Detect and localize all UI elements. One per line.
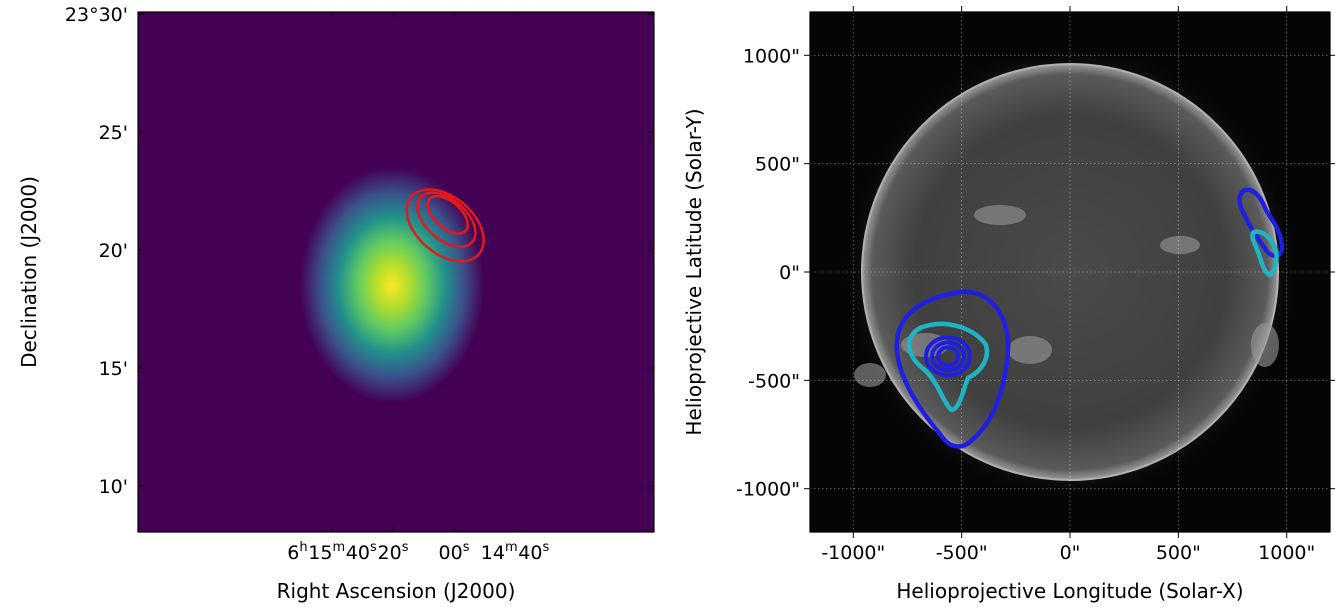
left-y-tick-label: 10' <box>99 476 128 498</box>
right-x-tick-label: -500" <box>936 542 988 564</box>
cyan-contour-se <box>906 321 990 413</box>
blue-contour-inner <box>929 340 966 373</box>
right-x-tick-label: 1000" <box>1258 542 1315 564</box>
left-y-tick-label: 15' <box>99 358 128 380</box>
right-y-tick-label: 1000" <box>743 45 800 67</box>
left-y-tick-label: 20' <box>99 240 128 262</box>
blue-contour-inner <box>923 335 972 378</box>
left-plot-frame <box>137 11 655 533</box>
blue-contour-outer <box>894 289 1011 449</box>
red-contour-level <box>416 191 477 248</box>
cyan-contour-limb <box>1250 229 1279 278</box>
right-x-axis-title: Helioprojective Longitude (Solar-X) <box>896 579 1243 603</box>
right-y-tick-label: -1000" <box>736 479 800 501</box>
source-blob <box>300 167 484 403</box>
right-x-tick-label: 0" <box>1060 542 1081 564</box>
left-x-tick-label: 6h 15m 40s <box>287 540 377 564</box>
sky-map-panel: 6h 15m 40s 20s 00s 14m 40s 23°30' 25' 20' 1… <box>17 4 655 603</box>
left-y-axis-title: Declination (J2000) <box>17 176 41 368</box>
red-contour-level <box>405 188 485 263</box>
right-x-tick-label: -1000" <box>821 542 885 564</box>
left-x-tick-label: 20s <box>378 540 409 564</box>
solar-disk <box>862 64 1278 480</box>
right-x-tick-label: 500" <box>1156 542 1201 564</box>
left-y-tick-label: 25' <box>99 122 128 144</box>
solar-limb <box>861 63 1279 481</box>
blue-contour-inner <box>935 345 960 368</box>
right-y-tick-label: 0" <box>779 262 800 284</box>
left-x-tick-label: 14m 40s <box>481 540 550 564</box>
blue-contours <box>894 187 1285 449</box>
right-y-tick-label: 500" <box>755 154 800 176</box>
red-contours <box>405 188 485 263</box>
solar-map-panel: -1000" -500" 0" 500" 1000" 1000" 500" 0" -500" -… <box>682 6 1335 603</box>
left-x-axis-title: Right Ascension (J2000) <box>277 579 516 603</box>
red-contour-level <box>426 194 469 235</box>
left-x-tick-label: 00s <box>439 540 470 564</box>
left-y-tick-label: 23°30' <box>65 4 128 26</box>
right-y-tick-label: -500" <box>748 370 800 392</box>
right-y-axis-title: Helioprojective Latitude (Solar-Y) <box>682 108 706 435</box>
